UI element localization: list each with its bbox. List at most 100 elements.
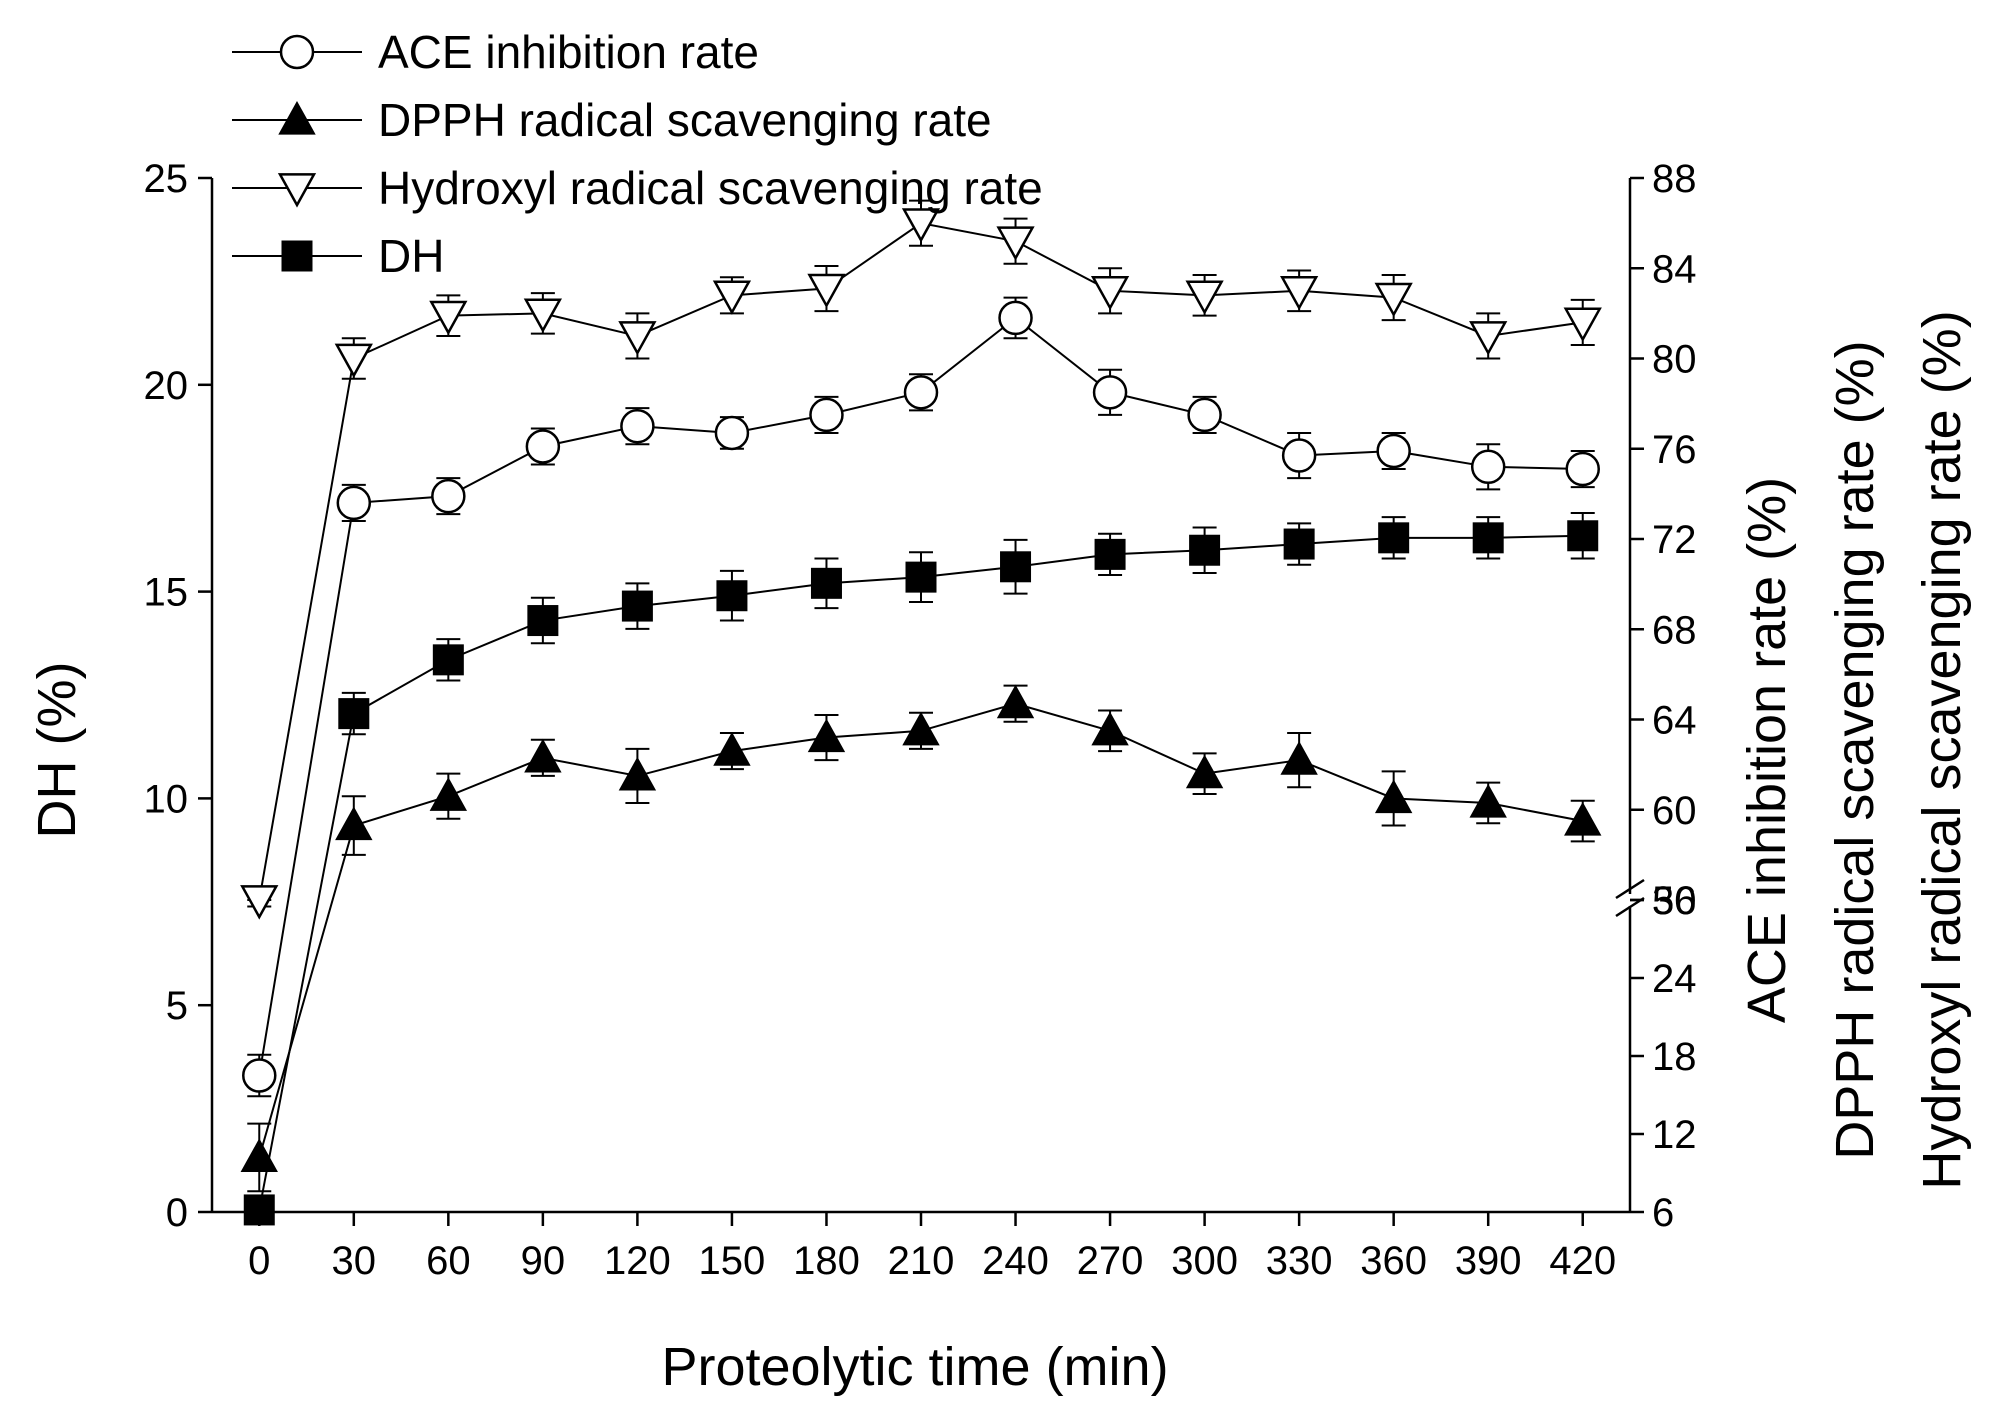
data-point-ace-inhibition-rate bbox=[1565, 451, 1600, 487]
y-tick-label-left: 25 bbox=[144, 157, 189, 201]
data-point-dpph-radical-scavenging-rate bbox=[524, 738, 562, 773]
y-tick-label-right: 12 bbox=[1652, 1113, 1697, 1157]
legend-label: ACE inhibition rate bbox=[378, 26, 759, 78]
x-tick-label: 330 bbox=[1266, 1239, 1333, 1283]
x-tick-label: 210 bbox=[888, 1239, 955, 1283]
y-tick-label-right: 60 bbox=[1652, 789, 1697, 833]
legend-item: ACE inhibition rate bbox=[232, 26, 759, 78]
x-tick-label: 180 bbox=[793, 1239, 860, 1283]
data-point-dpph-radical-scavenging-rate bbox=[1280, 741, 1318, 775]
y-tick-label-right: 72 bbox=[1652, 518, 1697, 562]
y-tick-label-right: 80 bbox=[1652, 338, 1697, 382]
data-point-ace-inhibition-rate bbox=[714, 415, 750, 451]
x-tick-label: 420 bbox=[1549, 1239, 1616, 1283]
x-tick-label: 240 bbox=[982, 1239, 1049, 1283]
data-point-hydroxyl-radical-scavenging-rate bbox=[1374, 282, 1413, 318]
data-point-hydroxyl-radical-scavenging-rate bbox=[1563, 307, 1602, 342]
x-tick-label: 0 bbox=[248, 1239, 270, 1283]
series-ace-inhibition-rate bbox=[242, 296, 1600, 1098]
series-line-ace-inhibition-rate bbox=[258, 316, 1583, 1076]
data-point-ace-inhibition-rate bbox=[620, 408, 655, 444]
data-point-hydroxyl-radical-scavenging-rate bbox=[618, 321, 657, 356]
legend-marker bbox=[281, 240, 313, 272]
data-point-dh bbox=[716, 580, 748, 612]
data-point-hydroxyl-radical-scavenging-rate bbox=[1280, 275, 1319, 311]
data-point-ace-inhibition-rate bbox=[903, 375, 939, 410]
data-point-dh bbox=[527, 605, 559, 637]
y-axis-title-right-ace: ACE inhibition rate (%) bbox=[1737, 477, 1797, 1023]
legend-label: DH bbox=[378, 230, 444, 282]
data-point-dh bbox=[243, 1194, 275, 1226]
y-tick-label-right: 84 bbox=[1652, 247, 1697, 291]
data-point-ace-inhibition-rate bbox=[1376, 433, 1411, 469]
data-point-dpph-radical-scavenging-rate bbox=[618, 756, 657, 791]
data-point-hydroxyl-radical-scavenging-rate bbox=[240, 885, 279, 920]
series-dh bbox=[243, 512, 1599, 1226]
data-point-dh bbox=[810, 567, 842, 599]
series-hydroxyl-radical-scavenging-rate bbox=[240, 199, 1602, 920]
data-point-dpph-radical-scavenging-rate bbox=[1564, 801, 1602, 836]
ticks: 0 30 60 90 120 150 180 210 240 270 300 330 360 390 420… bbox=[144, 157, 1697, 1283]
data-point-ace-inhibition-rate bbox=[336, 485, 372, 521]
data-point-ace-inhibition-rate bbox=[525, 429, 561, 464]
data-point-hydroxyl-radical-scavenging-rate bbox=[1185, 280, 1224, 315]
data-point-dh bbox=[905, 561, 937, 593]
data-point-dh bbox=[1283, 528, 1315, 560]
data-point-ace-inhibition-rate bbox=[1187, 397, 1222, 433]
legend-item: DH bbox=[232, 230, 444, 282]
series-line-dh bbox=[258, 534, 1583, 1211]
data-point-dpph-radical-scavenging-rate bbox=[807, 718, 846, 753]
data-point-dpph-radical-scavenging-rate bbox=[429, 777, 468, 811]
x-tick-label: 300 bbox=[1171, 1239, 1238, 1283]
data-point-dpph-radical-scavenging-rate bbox=[1469, 783, 1507, 818]
y-tick-label-right: 56 bbox=[1652, 879, 1697, 923]
legend-marker bbox=[277, 173, 317, 208]
legend-item: DPPH radical scavenging rate bbox=[232, 94, 992, 146]
data-point-dh bbox=[1000, 551, 1032, 583]
y-axis-title-right-dpph: DPPH radical scavenging rate (%) bbox=[1825, 340, 1885, 1159]
data-point-hydroxyl-radical-scavenging-rate bbox=[712, 280, 752, 315]
data-point-hydroxyl-radical-scavenging-rate bbox=[1090, 275, 1130, 311]
data-point-dpph-radical-scavenging-rate bbox=[713, 732, 751, 766]
y-tick-label-right: 18 bbox=[1652, 1035, 1697, 1079]
data-point-ace-inhibition-rate bbox=[1092, 375, 1128, 410]
data-point-dh bbox=[1567, 520, 1599, 552]
x-tick-label: 30 bbox=[332, 1239, 377, 1283]
y-tick-label-left: 20 bbox=[144, 364, 189, 408]
data-point-dpph-radical-scavenging-rate bbox=[996, 684, 1035, 719]
legend-marker bbox=[278, 100, 316, 135]
x-tick-label: 120 bbox=[604, 1239, 671, 1283]
y-axis-title-left: DH (%) bbox=[27, 662, 87, 839]
data-point-hydroxyl-radical-scavenging-rate bbox=[996, 226, 1035, 261]
legend-item: Hydroxyl radical scavenging rate bbox=[232, 162, 1043, 214]
legend: ACE inhibition rate DPPH radical scavengi… bbox=[232, 26, 1043, 282]
data-point-dpph-radical-scavenging-rate bbox=[1374, 779, 1413, 814]
data-point-dh bbox=[621, 590, 653, 622]
data-point-ace-inhibition-rate bbox=[809, 397, 844, 433]
x-axis-title: Proteolytic time (min) bbox=[661, 1337, 1168, 1397]
data-point-ace-inhibition-rate bbox=[242, 1058, 277, 1093]
y-tick-label-right: 64 bbox=[1652, 699, 1697, 743]
x-tick-label: 390 bbox=[1455, 1239, 1522, 1283]
y-tick-label-right: 68 bbox=[1652, 608, 1697, 652]
y-tick-label-right: 24 bbox=[1652, 957, 1697, 1001]
y-tick-label-right: 6 bbox=[1652, 1191, 1674, 1235]
x-tick-label: 150 bbox=[699, 1239, 766, 1283]
data-point-dh bbox=[338, 698, 370, 730]
data-point-dh bbox=[1378, 522, 1410, 554]
y-tick-label-right: 88 bbox=[1652, 157, 1697, 201]
data-point-ace-inhibition-rate bbox=[1281, 438, 1317, 473]
data-point-ace-inhibition-rate bbox=[1470, 449, 1506, 485]
axes bbox=[210, 178, 1645, 1214]
y-tick-label-left: 5 bbox=[166, 984, 188, 1028]
data-point-dpph-radical-scavenging-rate bbox=[1185, 754, 1224, 789]
y-tick-label-left: 10 bbox=[144, 777, 189, 821]
data-point-dh bbox=[1472, 522, 1504, 554]
data-point-hydroxyl-radical-scavenging-rate bbox=[523, 298, 562, 333]
legend-label: DPPH radical scavenging rate bbox=[378, 94, 992, 146]
data-point-ace-inhibition-rate bbox=[998, 300, 1033, 336]
legend-label: Hydroxyl radical scavenging rate bbox=[378, 162, 1043, 214]
data-point-dh bbox=[432, 644, 464, 676]
